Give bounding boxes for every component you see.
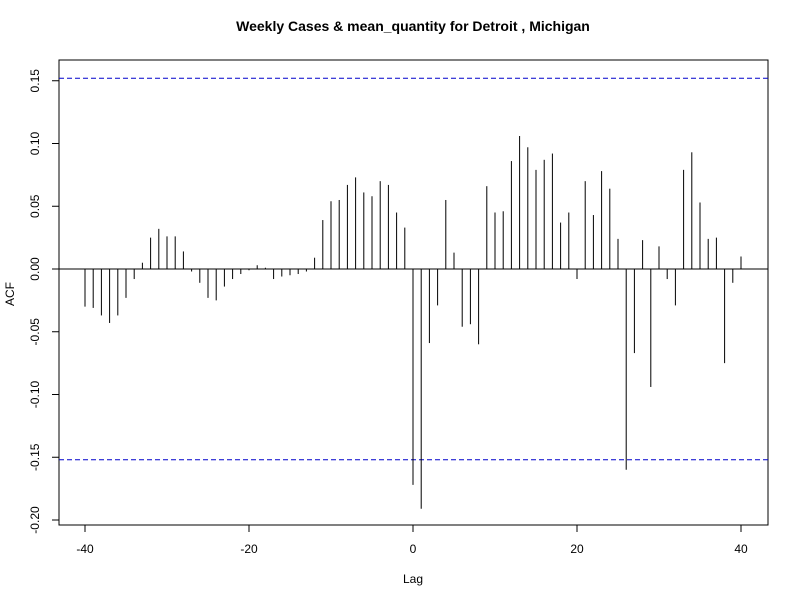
x-axis: -40 -20 0 20 40 <box>76 524 748 556</box>
y-tick-label: 0.00 <box>28 257 42 281</box>
chart-title: Weekly Cases & mean_quantity for Detroit… <box>236 18 590 34</box>
y-tick-label: -0.15 <box>28 443 42 471</box>
y-tick-label: 0.10 <box>28 131 42 155</box>
x-tick-label: 40 <box>734 542 748 556</box>
x-axis-label: Lag <box>403 572 423 586</box>
y-axis: -0.20 -0.15 -0.10 -0.05 0.00 0.05 0.10 0.15 <box>28 69 60 534</box>
y-tick-label: -0.05 <box>28 318 42 346</box>
x-tick-label: -20 <box>240 542 258 556</box>
x-tick-label: -40 <box>76 542 94 556</box>
y-axis-label: ACF <box>3 282 17 306</box>
y-tick-label: -0.20 <box>28 506 42 534</box>
acf-bars <box>84 135 742 509</box>
y-tick-label: 0.15 <box>28 69 42 93</box>
x-tick-label: 0 <box>410 542 417 556</box>
x-tick-label: 20 <box>570 542 584 556</box>
y-tick-label: -0.10 <box>28 381 42 409</box>
y-tick-label: 0.05 <box>28 194 42 218</box>
